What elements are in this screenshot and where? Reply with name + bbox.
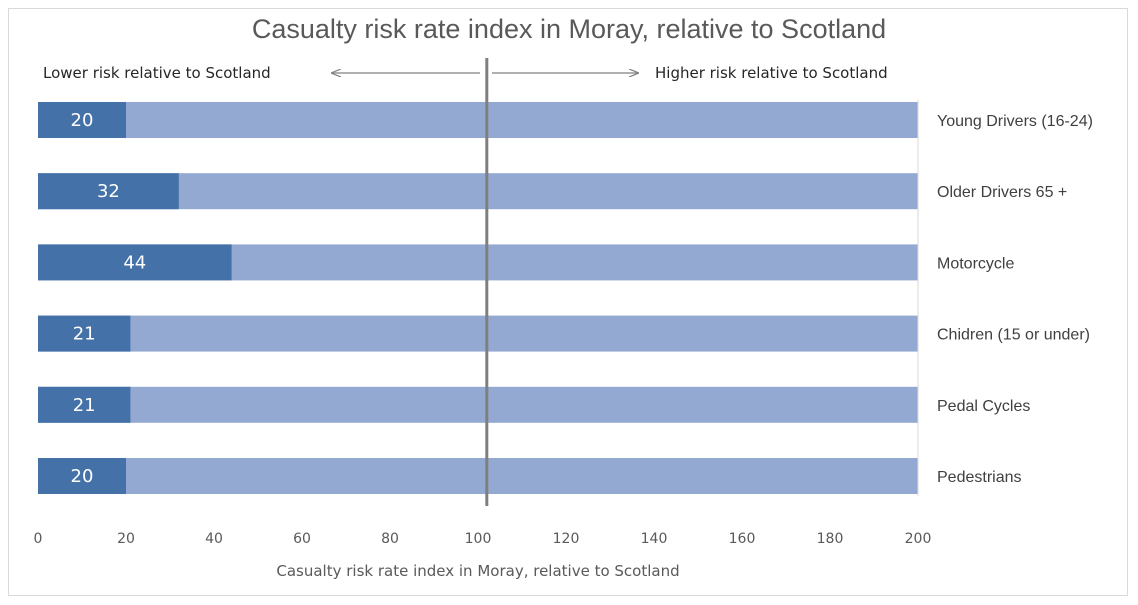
x-axis-title: Casualty risk rate index in Moray, relat… <box>276 562 679 580</box>
x-tick-label: 100 <box>465 531 492 547</box>
background-bar <box>38 102 918 138</box>
value-label: 21 <box>73 324 96 345</box>
background-bar <box>38 316 918 352</box>
value-labels: 20 32 44 21 21 20 <box>71 110 147 487</box>
x-tick-label: 180 <box>817 531 844 547</box>
category-label: Young Drivers (16-24) <box>937 113 1093 130</box>
category-label: Pedal Cycles <box>937 398 1030 415</box>
x-tick-label: 140 <box>641 531 668 547</box>
background-bar <box>38 387 918 423</box>
category-label: Pedestrians <box>937 469 1022 486</box>
background-bar <box>38 458 918 494</box>
category-label: Older Drivers 65 + <box>937 184 1067 201</box>
x-tick-label: 80 <box>381 531 399 547</box>
category-labels: Young Drivers (16-24) Older Drivers 65 + M… <box>937 113 1093 486</box>
x-tick-label: 0 <box>34 531 43 547</box>
x-tick-label: 200 <box>905 531 932 547</box>
x-tick-label: 120 <box>553 531 580 547</box>
background-bars <box>38 102 918 494</box>
value-label: 20 <box>71 110 94 131</box>
x-tick-label: 20 <box>117 531 135 547</box>
value-bars <box>38 102 232 494</box>
value-label: 32 <box>97 181 120 202</box>
x-tick-label: 60 <box>293 531 311 547</box>
category-label: Chidren (15 or under) <box>937 327 1090 344</box>
x-axis-ticks: 0 20 40 60 80 100 120 140 160 180 200 <box>34 531 932 547</box>
value-label: 20 <box>71 466 94 487</box>
value-label: 44 <box>123 252 146 273</box>
x-tick-label: 160 <box>729 531 756 547</box>
category-label: Motorcycle <box>937 255 1014 272</box>
x-tick-label: 40 <box>205 531 223 547</box>
value-label: 21 <box>73 395 96 416</box>
